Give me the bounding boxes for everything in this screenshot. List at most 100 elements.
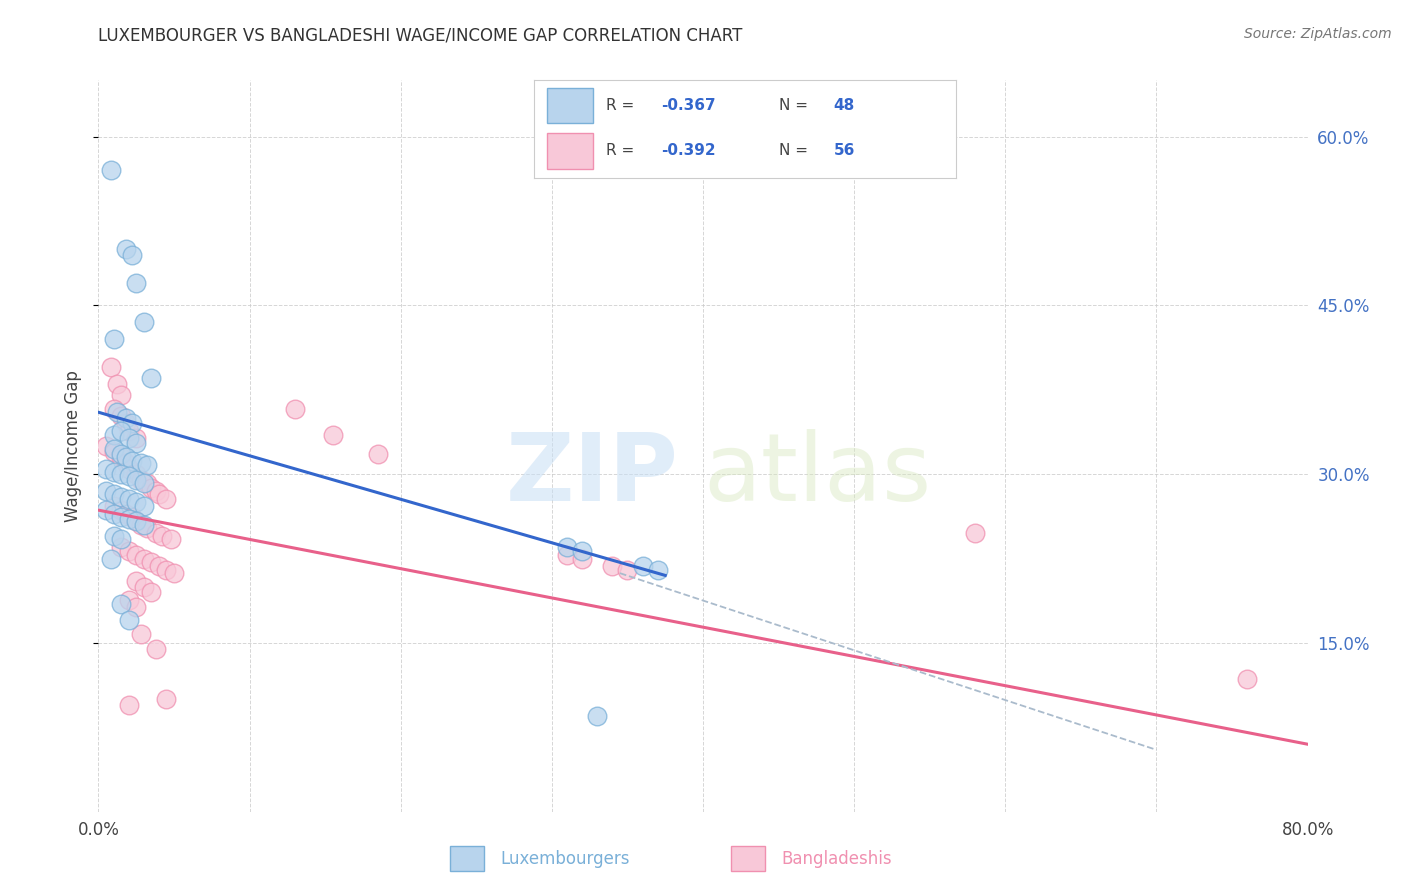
Point	[103, 465, 125, 479]
Point	[129, 627, 152, 641]
Point	[141, 371, 163, 385]
Text: 48: 48	[834, 98, 855, 113]
Point	[145, 483, 167, 498]
Point	[160, 533, 183, 547]
Point	[602, 559, 624, 574]
Point	[103, 444, 125, 458]
Point	[118, 431, 141, 445]
Point	[555, 541, 578, 555]
Bar	[731, 847, 765, 871]
Point	[94, 439, 117, 453]
Text: N =: N =	[779, 144, 813, 159]
Point	[631, 559, 654, 574]
Point	[100, 360, 122, 375]
Point	[103, 499, 125, 513]
Point	[132, 315, 155, 329]
Point	[155, 491, 177, 506]
Point	[118, 698, 141, 712]
Point	[586, 709, 609, 723]
Point	[103, 529, 125, 543]
Text: R =: R =	[606, 98, 640, 113]
Point	[129, 517, 152, 532]
Point	[135, 476, 157, 491]
Point	[105, 377, 128, 392]
Point	[284, 401, 307, 416]
Point	[103, 427, 125, 442]
Point	[163, 566, 186, 581]
Point	[103, 487, 125, 501]
Point	[125, 548, 148, 562]
Point	[125, 574, 148, 588]
Point	[121, 417, 143, 431]
Point	[118, 512, 141, 526]
Point	[125, 495, 148, 509]
Point	[647, 563, 669, 577]
Point	[103, 507, 125, 521]
Point	[125, 467, 148, 482]
Point	[110, 425, 132, 439]
Point	[110, 503, 132, 517]
Point	[132, 499, 155, 513]
Point	[103, 332, 125, 346]
Point	[114, 507, 136, 521]
Text: -0.392: -0.392	[661, 144, 716, 159]
Point	[965, 525, 987, 540]
Point	[100, 551, 122, 566]
Point	[145, 525, 167, 540]
Point	[118, 425, 141, 439]
Point	[367, 447, 389, 461]
Text: Source: ZipAtlas.com: Source: ZipAtlas.com	[1244, 27, 1392, 41]
Bar	[450, 847, 484, 871]
Point	[110, 541, 132, 555]
Point	[155, 692, 177, 706]
Point	[125, 515, 148, 529]
Point	[132, 580, 155, 594]
Point	[114, 410, 136, 425]
Point	[118, 461, 141, 475]
Point	[125, 435, 148, 450]
Text: -0.367: -0.367	[661, 98, 716, 113]
Point	[121, 509, 143, 524]
Point	[121, 453, 143, 467]
Point	[141, 585, 163, 599]
Point	[110, 490, 132, 504]
Point	[135, 458, 157, 472]
Point	[571, 551, 593, 566]
Point	[150, 529, 173, 543]
Point	[616, 563, 638, 577]
Point	[110, 467, 132, 482]
Text: LUXEMBOURGER VS BANGLADESHI WAGE/INCOME GAP CORRELATION CHART: LUXEMBOURGER VS BANGLADESHI WAGE/INCOME …	[98, 27, 742, 45]
Point	[114, 456, 136, 470]
Text: 56: 56	[834, 144, 855, 159]
Text: Bangladeshis: Bangladeshis	[782, 849, 893, 868]
Text: Luxembourgers: Luxembourgers	[501, 849, 630, 868]
Point	[129, 473, 152, 487]
Point	[110, 450, 132, 465]
Point	[129, 456, 152, 470]
Point	[571, 543, 593, 558]
Point	[125, 431, 148, 445]
Point	[125, 515, 148, 529]
Point	[145, 641, 167, 656]
Point	[110, 447, 132, 461]
Text: ZIP: ZIP	[506, 429, 679, 521]
Point	[322, 427, 344, 442]
Point	[148, 559, 170, 574]
Point	[132, 551, 155, 566]
Point	[110, 388, 132, 402]
Point	[118, 491, 141, 506]
Point	[103, 442, 125, 457]
Point	[125, 276, 148, 290]
Point	[114, 417, 136, 431]
Point	[105, 405, 128, 419]
Point	[1236, 672, 1258, 686]
Point	[132, 517, 155, 532]
Point	[118, 469, 141, 483]
Point	[103, 401, 125, 416]
Point	[555, 548, 578, 562]
Point	[110, 597, 132, 611]
Point	[94, 461, 117, 475]
Point	[110, 509, 132, 524]
Bar	[547, 88, 593, 123]
Y-axis label: Wage/Income Gap: Wage/Income Gap	[65, 370, 83, 522]
